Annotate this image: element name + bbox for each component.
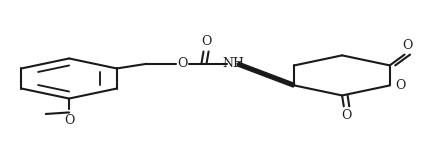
Text: NH: NH	[222, 57, 244, 70]
Text: O: O	[395, 79, 406, 92]
Text: O: O	[177, 57, 187, 70]
Text: O: O	[402, 38, 413, 51]
Text: O: O	[64, 114, 74, 127]
Text: O: O	[342, 109, 352, 122]
Text: O: O	[201, 35, 211, 48]
